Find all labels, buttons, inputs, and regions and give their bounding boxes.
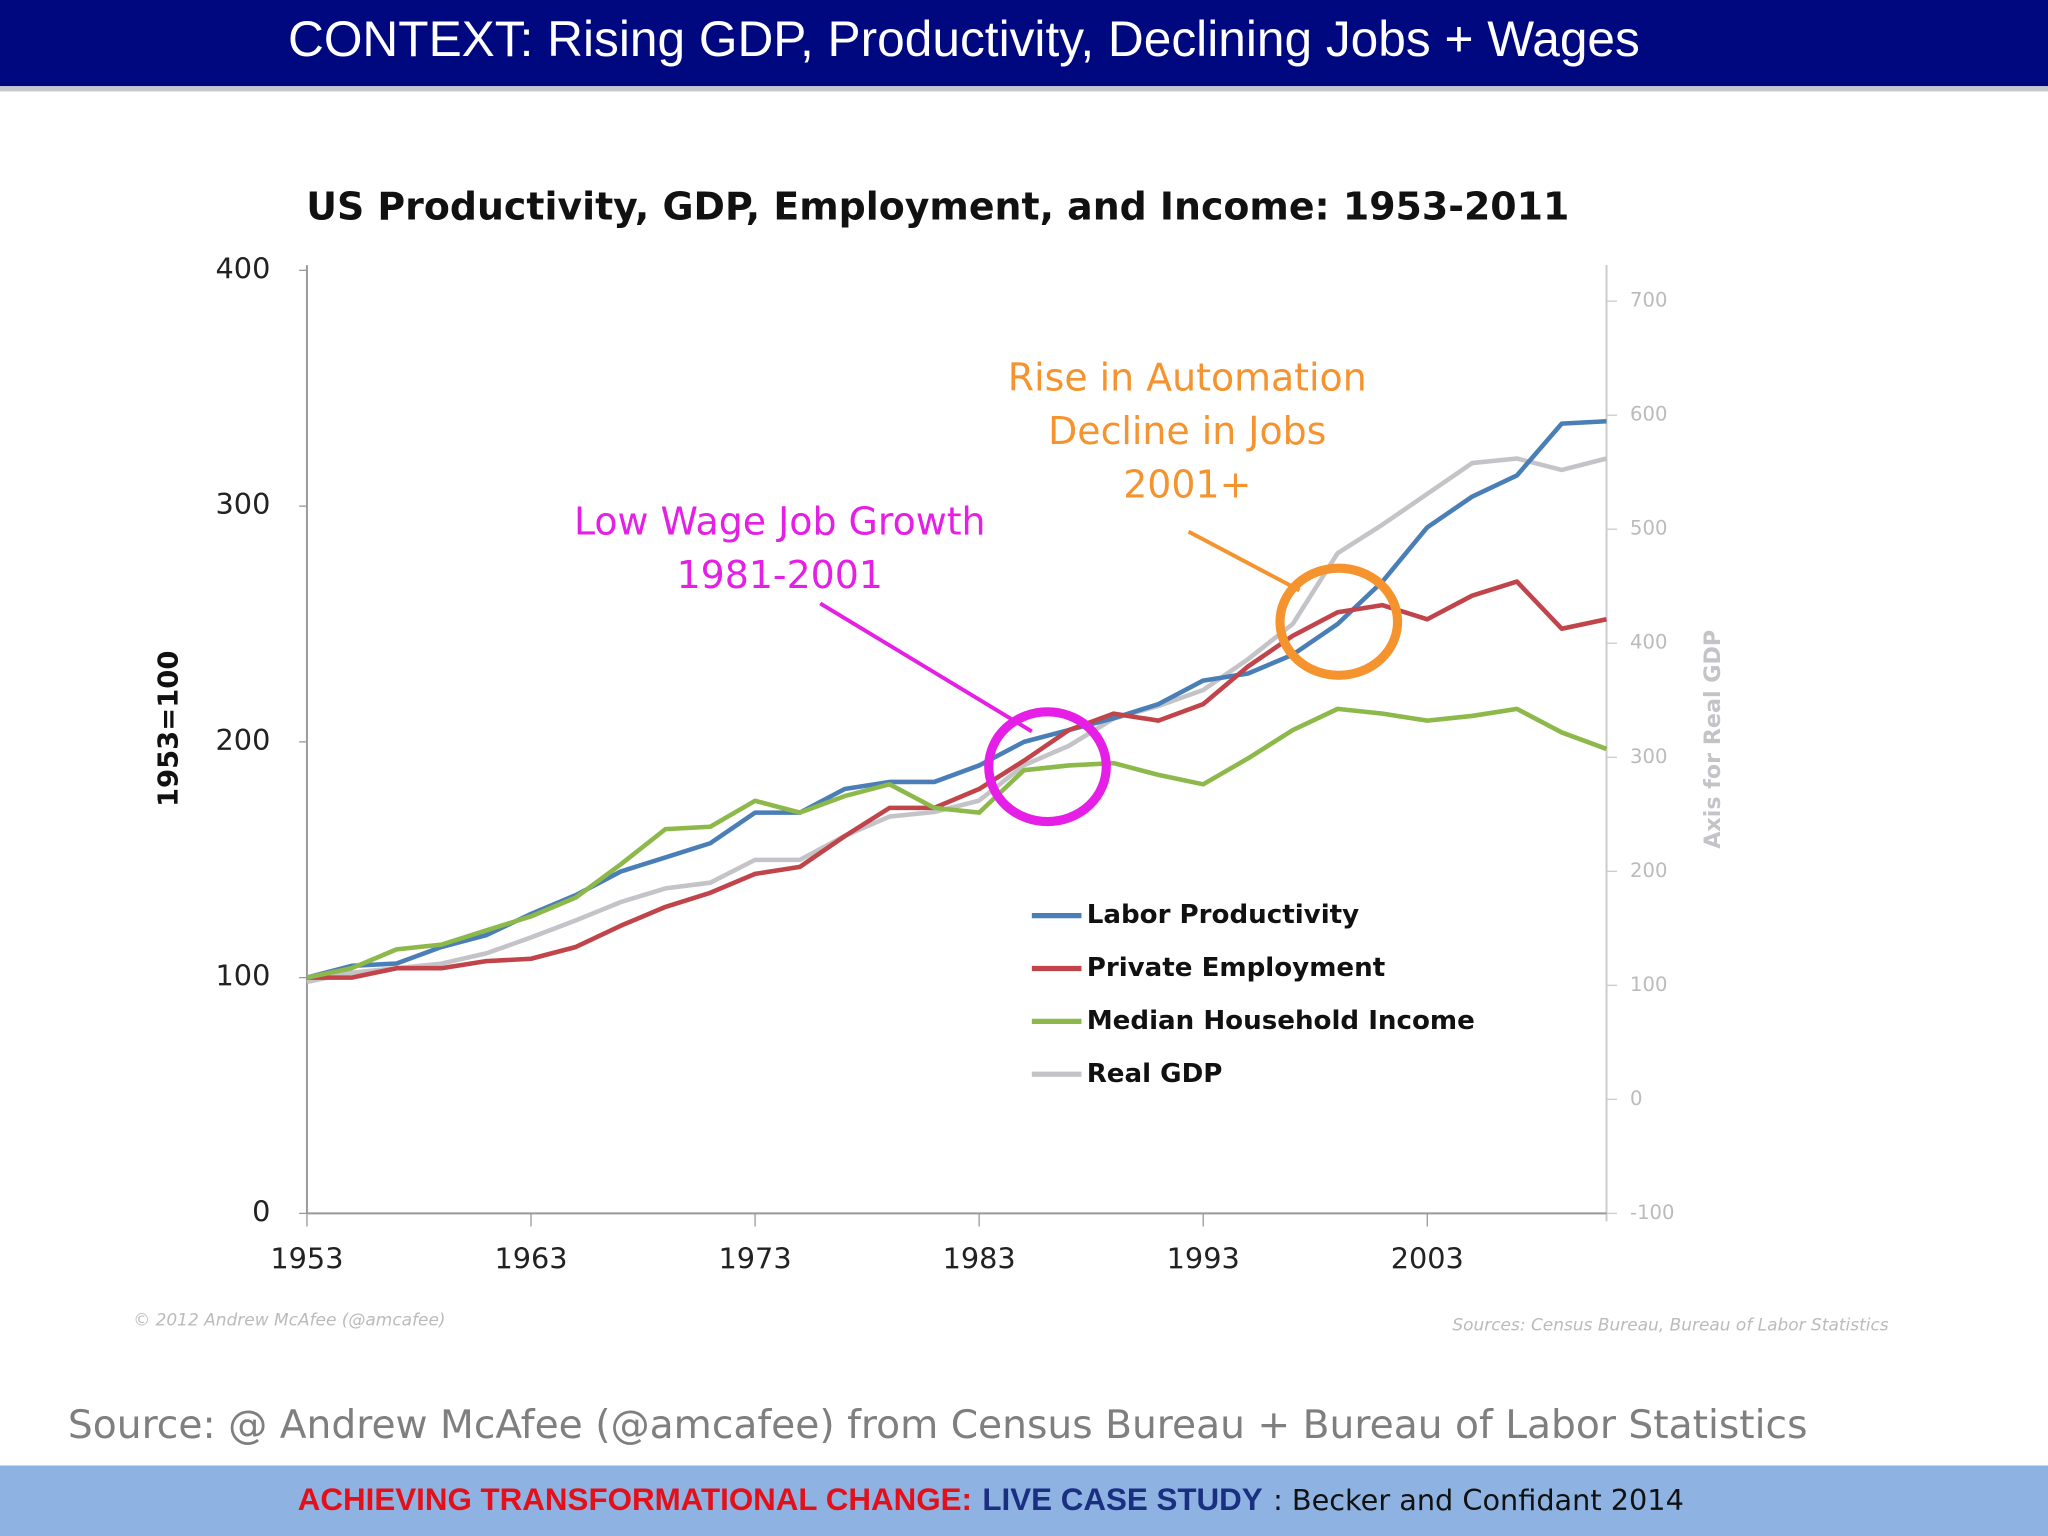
credit: © 2012 Andrew McAfee (@amcafee) — [133, 1310, 445, 1330]
annotation: Rise in Automation — [1008, 356, 1367, 400]
annotation: Decline in Jobs — [1048, 409, 1326, 453]
x-tick-label: 1953 — [270, 1241, 343, 1275]
annotation: 1981-2001 — [677, 553, 883, 597]
legend-label: Private Employment — [1087, 953, 1386, 983]
line-series — [306, 456, 1608, 985]
header-bar — [0, 0, 2048, 87]
annotation: Low Wage Job Growth — [574, 499, 986, 543]
footer: ACHIEVING TRANSFORMATIONAL CHANGE: LIVE C… — [298, 1482, 1684, 1517]
arrow — [819, 601, 1033, 734]
y-tick-label: 200 — [216, 723, 271, 757]
footer-part: : Becker and Confidant 2014 — [1273, 1483, 1684, 1517]
y2-tick-label: 300 — [1630, 745, 1667, 768]
legend-label: Labor Productivity — [1087, 900, 1359, 930]
plot: 0 100 200 300 400 -100 0 100 200 300 400 500 600 700 1… — [216, 251, 1675, 1275]
y-tick-label: 300 — [216, 487, 271, 521]
x-tick-label: 1993 — [1167, 1241, 1240, 1275]
highlight-circle — [984, 707, 1111, 827]
y-axis-label: 1953=100 — [153, 651, 184, 807]
y-tick-label: 0 — [252, 1194, 270, 1228]
slide-title: CONTEXT: Rising GDP, Productivity, Decli… — [288, 11, 1640, 67]
footer-part: ACHIEVING TRANSFORMATIONAL CHANGE: — [298, 1482, 972, 1517]
legend-label: Median Household Income — [1087, 1006, 1475, 1036]
x-tick-label: 1983 — [943, 1241, 1016, 1275]
legend-label: Real GDP — [1087, 1059, 1223, 1089]
chart-title: US Productivity, GDP, Employment, and In… — [306, 184, 1569, 228]
line-series — [306, 579, 1608, 980]
y2-tick-label: 500 — [1630, 517, 1667, 540]
y2-tick-label: -100 — [1630, 1201, 1674, 1224]
y-tick-label: 100 — [216, 959, 271, 993]
line-series — [306, 706, 1608, 980]
y2-axis-label: Axis for Real GDP — [1700, 630, 1726, 849]
highlight-circle — [1275, 563, 1403, 680]
x-tick-label: 1973 — [719, 1241, 792, 1275]
y2-tick-label: 200 — [1630, 859, 1667, 882]
footer-bar — [0, 1465, 2048, 1536]
x-tick-label: 1963 — [494, 1241, 567, 1275]
header-shadow — [0, 86, 2048, 92]
y2-tick-label: 400 — [1630, 631, 1667, 654]
y2-tick-label: 600 — [1630, 403, 1667, 426]
x-tick-label: 2003 — [1391, 1241, 1464, 1275]
annotation: 2001+ — [1123, 463, 1251, 507]
sources: Sources: Census Bureau, Bureau of Labor … — [1452, 1316, 1888, 1336]
y2-tick-label: 0 — [1630, 1087, 1642, 1110]
y2-tick-label: 100 — [1630, 973, 1667, 996]
arrow — [1187, 529, 1301, 593]
y2-tick-label: 700 — [1630, 289, 1667, 312]
footer-part: LIVE CASE STUDY — [982, 1482, 1262, 1517]
source-text: Source: @ Andrew McAfee (@amcafee) from … — [68, 1403, 1808, 1448]
y-tick-label: 400 — [216, 251, 271, 285]
